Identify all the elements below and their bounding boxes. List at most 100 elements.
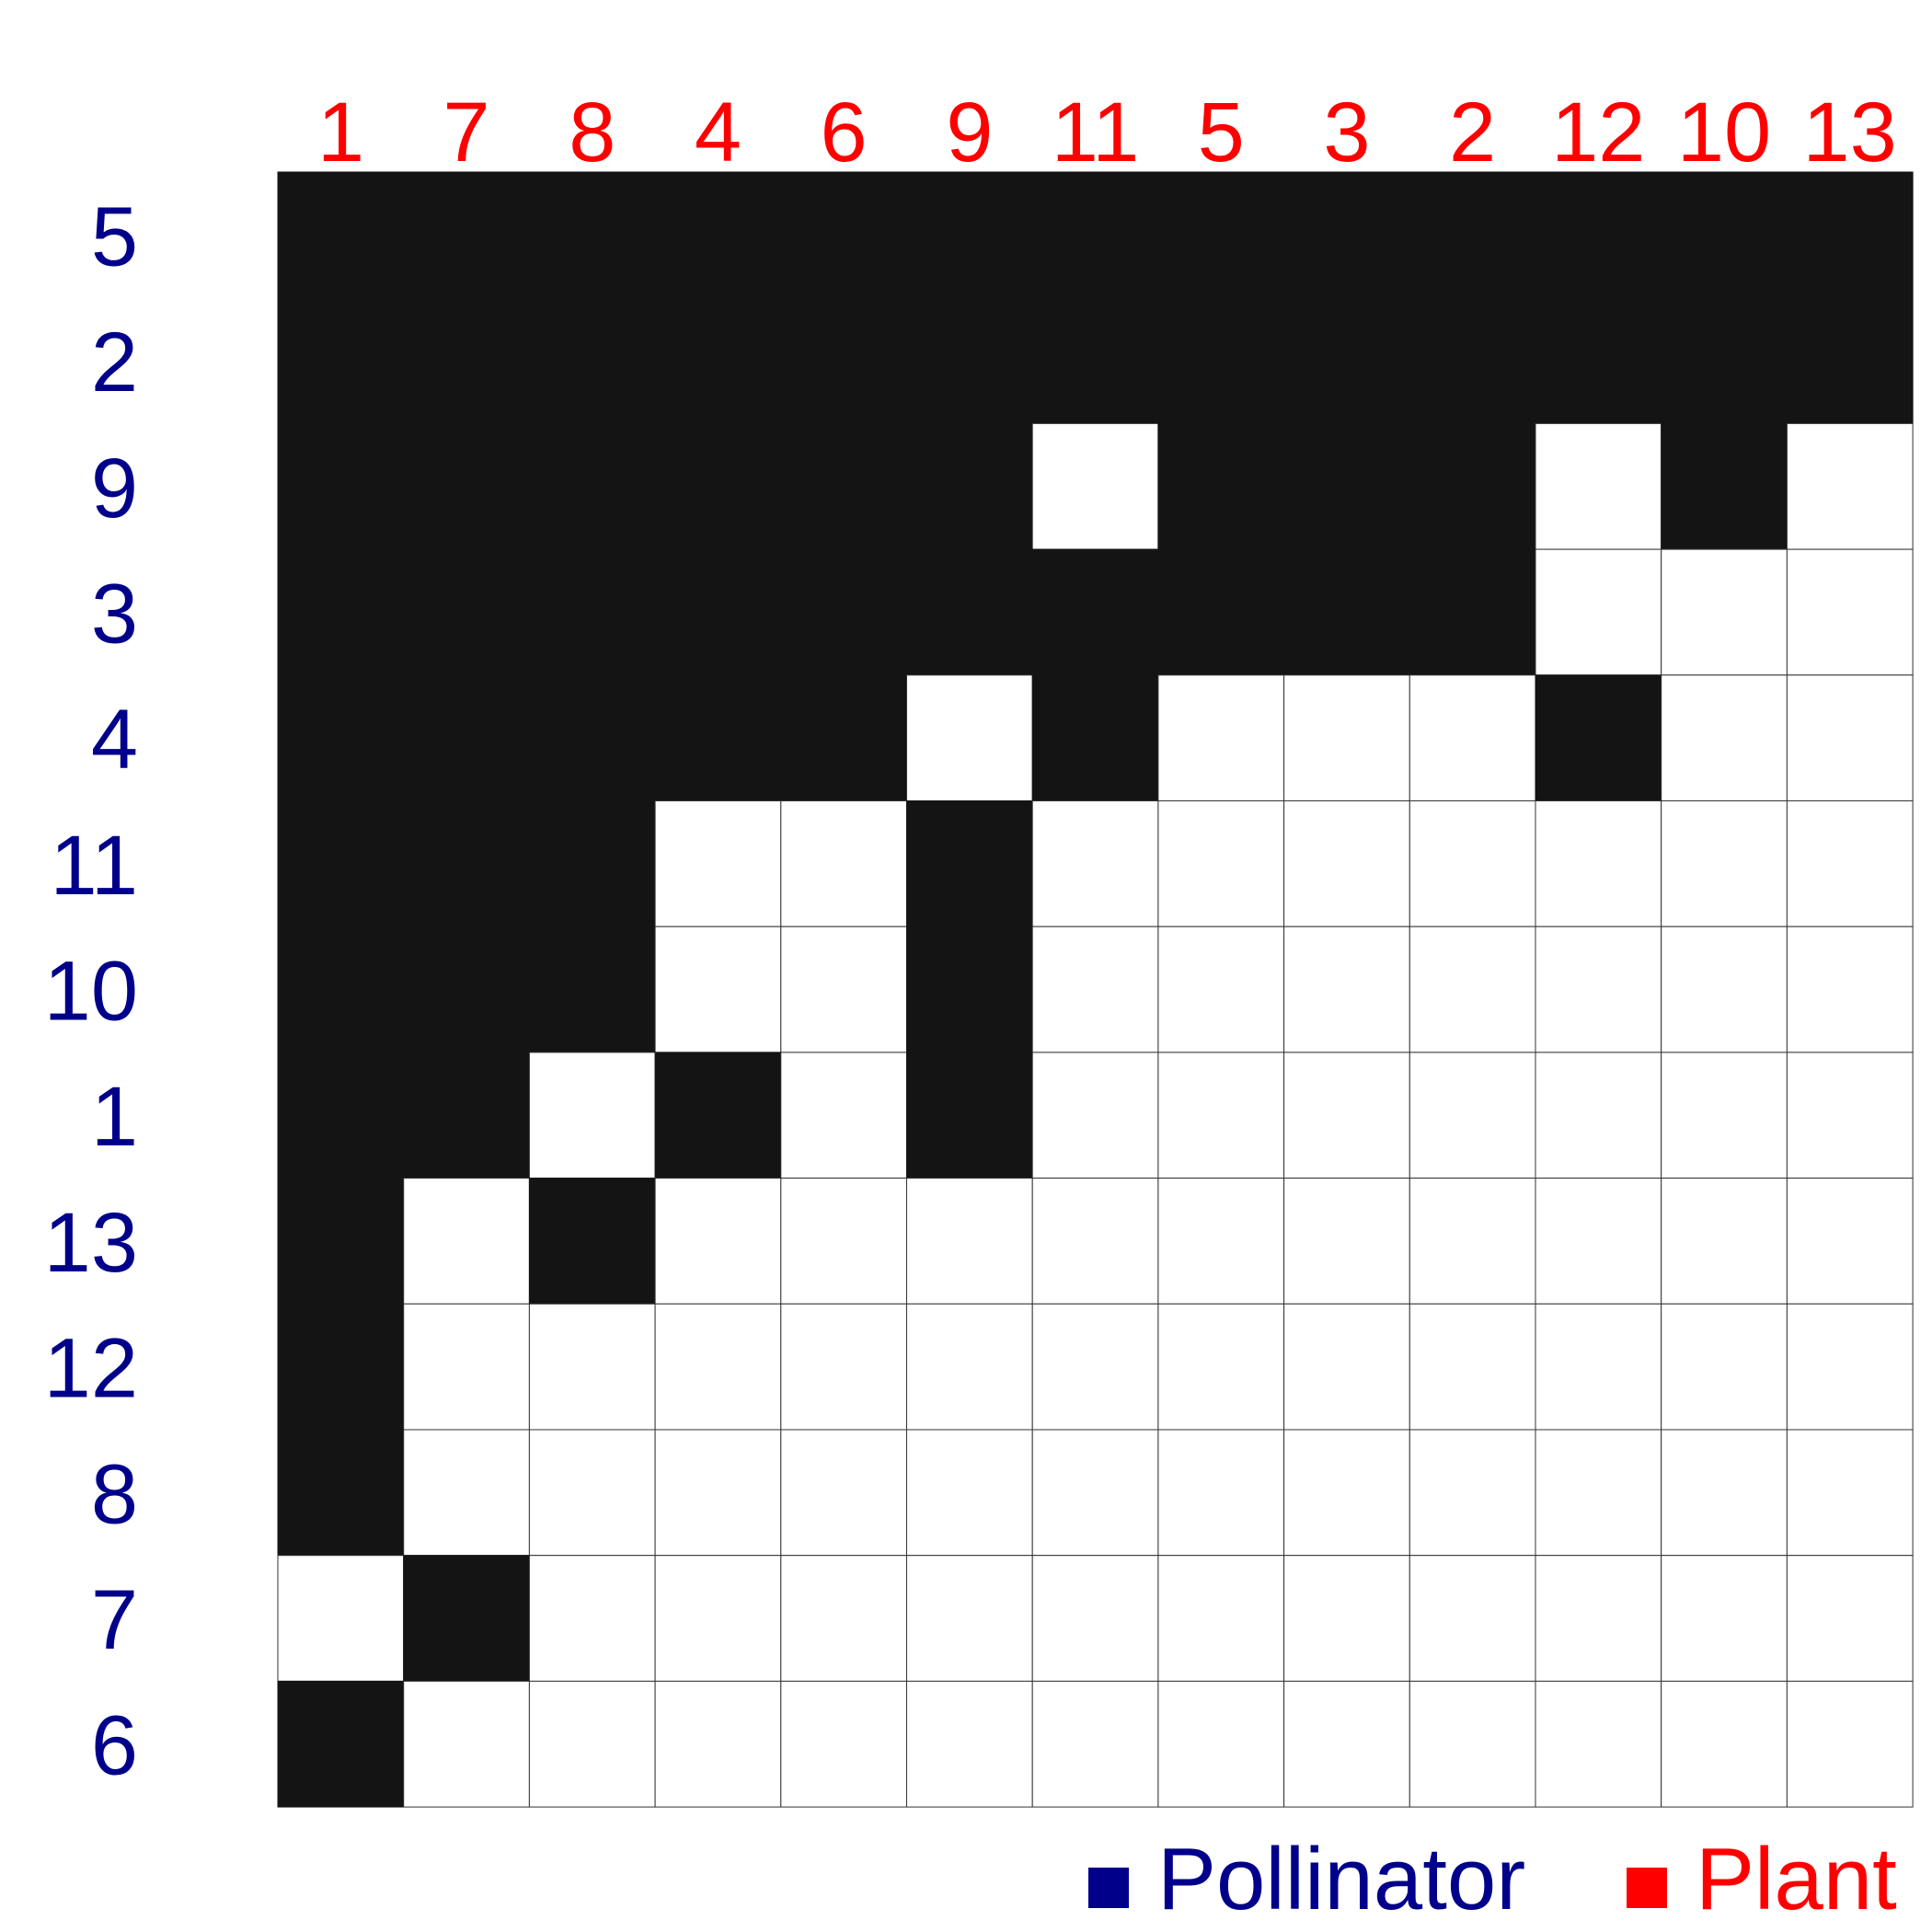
matrix-cell [277,674,405,801]
matrix-cell [1661,548,1788,676]
matrix-cell [1535,297,1662,424]
matrix-cell [654,926,782,1053]
matrix-cell [403,297,530,424]
matrix-cell [1535,800,1662,927]
matrix-cell [780,1429,907,1557]
matrix-cell [1786,926,1914,1053]
matrix-cell [277,297,405,424]
matrix-cell [1283,1052,1410,1179]
row-labels: 5 2 9 3 4 11 10 1 13 12 8 7 6 [44,190,138,1792]
matrix-cell [1786,422,1914,550]
matrix-cell [1031,800,1159,927]
matrix-cell [1786,1680,1914,1808]
matrix-cell [1283,1178,1410,1305]
matrix-cell [1661,674,1788,801]
matrix-cell [1031,1680,1159,1808]
matrix-cell [1157,548,1285,676]
matrix-cell [528,1178,656,1305]
matrix-cell [906,800,1033,927]
row-label: 5 [91,190,138,283]
row-label: 10 [44,945,138,1039]
column-label: 12 [1551,86,1645,179]
row-label: 3 [91,567,138,661]
matrix-cell [1283,800,1410,927]
matrix-cell [1661,297,1788,424]
matrix-cell [1786,548,1914,676]
column-label: 8 [569,86,615,179]
matrix-cell [403,171,530,299]
matrix-cell [780,297,907,424]
row-label: 8 [91,1447,138,1541]
matrix-cell [403,548,530,676]
matrix-cell [1283,171,1410,299]
matrix-cell [780,1555,907,1682]
row-label: 6 [91,1699,138,1793]
matrix-cell [1283,297,1410,424]
matrix-cell [1283,1555,1410,1682]
column-label: 9 [946,86,993,179]
matrix-cell [1283,1680,1410,1808]
matrix-cell [780,548,907,676]
matrix-cell [1409,1303,1536,1431]
matrix-cell [1283,674,1410,801]
matrix-cell [1786,297,1914,424]
matrix-cell [780,171,907,299]
matrix-cell [1661,1680,1788,1808]
matrix-cell [1157,1680,1285,1808]
matrix-cell [1031,1555,1159,1682]
matrix-cell [1031,674,1159,801]
matrix-cell [403,1429,530,1557]
matrix-cell [1535,171,1662,299]
matrix-cell [654,674,782,801]
matrix-cell [1031,297,1159,424]
matrix-cell [906,297,1033,424]
matrix-cell [654,171,782,299]
matrix-cell [1283,548,1410,676]
column-label: 2 [1449,86,1496,179]
matrix-cell [403,1680,530,1808]
matrix-cells [277,171,1914,1808]
matrix-cell [1661,800,1788,927]
matrix-cell [1157,800,1285,927]
matrix-cell [654,1680,782,1808]
matrix-cell [1535,548,1662,676]
column-label: 4 [695,86,742,179]
matrix-cell [1409,926,1536,1053]
matrix-cell [528,926,656,1053]
matrix-cell [1409,800,1536,927]
matrix-cell [780,1303,907,1431]
matrix-cell [906,548,1033,676]
row-label: 9 [91,442,138,535]
matrix-cell [1031,548,1159,676]
matrix-cell [1661,926,1788,1053]
matrix-cell [277,1303,405,1431]
matrix-cell [1661,422,1788,550]
matrix-cell [1535,1303,1662,1431]
matrix-cell [906,171,1033,299]
row-label: 4 [91,693,138,787]
legend-label-pollinator: Pollinator [1157,1830,1525,1928]
legend-swatch-pollinator [1088,1868,1129,1908]
matrix-cell [654,422,782,550]
matrix-cell [528,1429,656,1557]
matrix-cell [654,800,782,927]
matrix-cell [906,1303,1033,1431]
matrix-cell [1157,171,1285,299]
matrix-cell [1157,674,1285,801]
matrix-cell [1409,1429,1536,1557]
row-label: 7 [91,1573,138,1667]
matrix-cell [403,800,530,927]
matrix-cell [1031,1303,1159,1431]
matrix-cell [528,800,656,927]
matrix-cell [1409,1052,1536,1179]
matrix-cell [780,1680,907,1808]
matrix-cell [906,1680,1033,1808]
matrix-cell [1157,1303,1285,1431]
matrix-cell [906,422,1033,550]
row-label: 11 [50,819,138,913]
matrix-cell [403,674,530,801]
matrix-cell [1535,1429,1662,1557]
matrix-cell [1661,1555,1788,1682]
matrix-cell [403,1303,530,1431]
matrix-cell [1031,1429,1159,1557]
